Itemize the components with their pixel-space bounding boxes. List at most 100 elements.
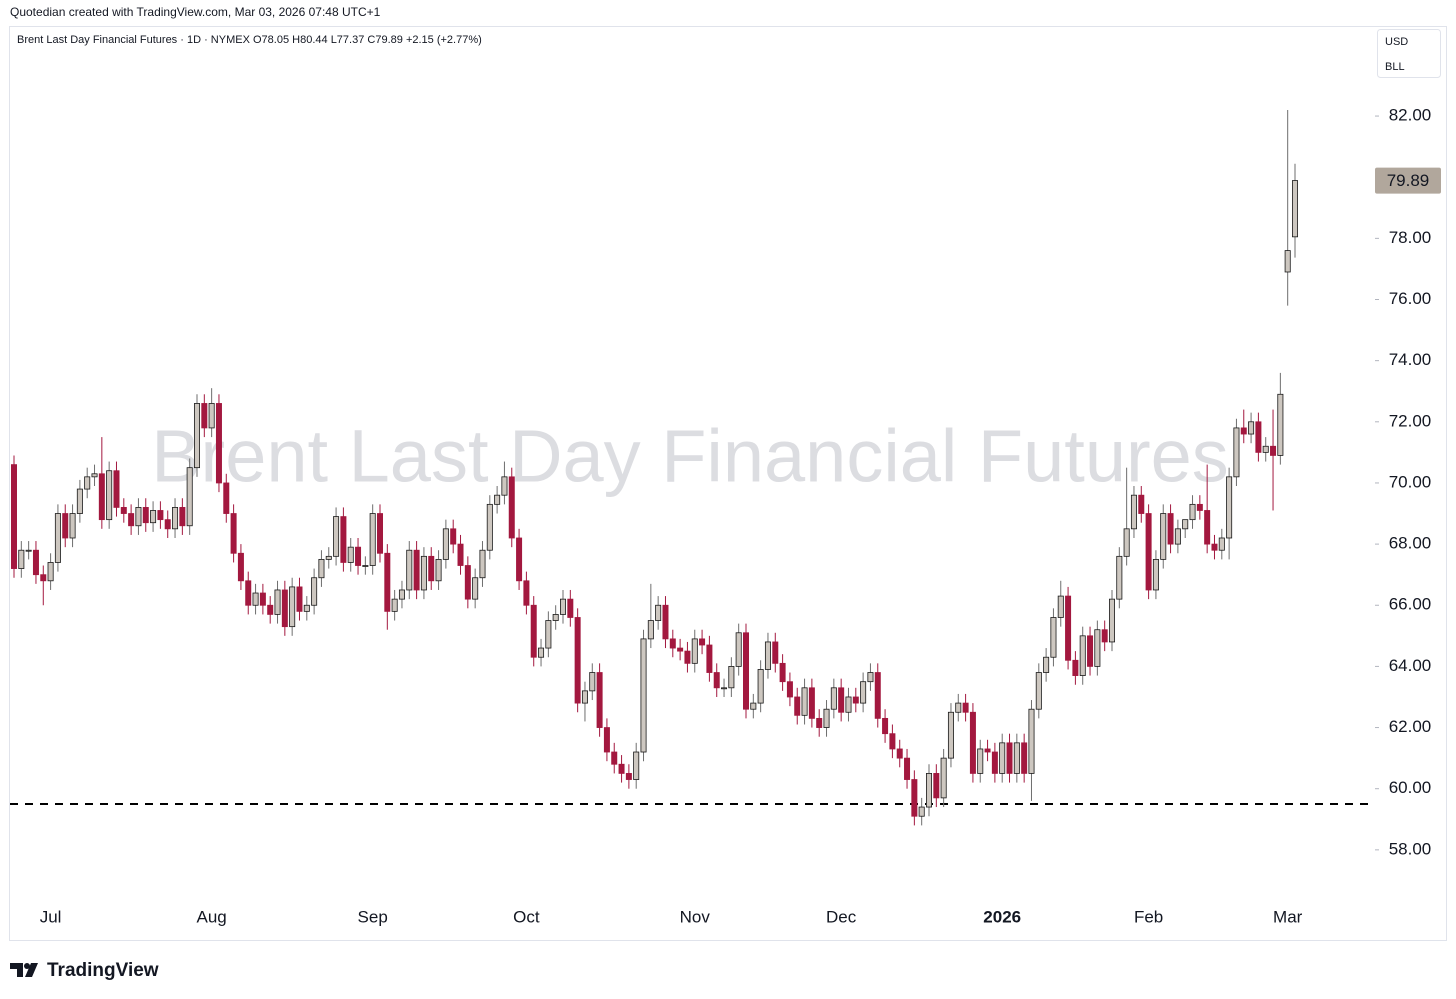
unit[interactable]: BLL [1385, 61, 1405, 73]
candle-body [655, 604, 662, 621]
candle-body [318, 558, 325, 579]
candle-body [40, 574, 47, 582]
candle-body [1182, 519, 1189, 530]
candle-body [779, 662, 786, 683]
candle-body [201, 403, 208, 429]
candle-body [1021, 742, 1028, 774]
candle-body [1123, 528, 1130, 557]
watermark: Brent Last Day Financial Futures [151, 415, 1229, 498]
candle-body [157, 510, 164, 521]
x-tick-label: Mar [1273, 907, 1303, 926]
chart-frame [9, 26, 1447, 941]
candle-body [947, 711, 954, 759]
candle-body [25, 549, 32, 552]
candle-body [230, 513, 237, 554]
candle-body [1218, 537, 1225, 551]
x-tick-label: Oct [513, 907, 540, 926]
candle-body [1138, 494, 1145, 514]
candle-body [1079, 635, 1086, 676]
x-tick-label: Feb [1134, 907, 1163, 926]
logo-dot [24, 963, 30, 969]
candle-body [757, 669, 764, 704]
candle-body [18, 549, 25, 569]
candle-body [764, 641, 771, 670]
candle-body [772, 641, 779, 664]
candle-body [728, 666, 735, 689]
x-tick-label: Dec [826, 907, 857, 926]
candle-body [355, 546, 362, 566]
candle-body [442, 528, 449, 560]
candle-body [1043, 656, 1050, 673]
logo-text: TradingView [47, 960, 159, 981]
candle-body [567, 598, 574, 618]
candle-body [596, 672, 603, 728]
y-tick-label: 74.00 [1389, 350, 1432, 369]
currency-box[interactable] [1377, 29, 1441, 78]
candle-body [625, 773, 632, 780]
candle-body [1277, 393, 1284, 456]
candle-body [479, 549, 486, 579]
candle-body [142, 507, 149, 524]
candle-body [1233, 427, 1240, 478]
candle-body [435, 558, 442, 582]
candle-body [464, 565, 471, 600]
candle-body [516, 537, 523, 582]
candle-body [333, 516, 340, 557]
candle-body [882, 717, 889, 735]
candle-body [940, 757, 947, 799]
candle-body [120, 507, 127, 514]
candle-body [603, 727, 610, 753]
candle-body [1013, 742, 1020, 774]
candle-body [640, 638, 647, 753]
currency[interactable]: USD [1385, 36, 1408, 48]
candle-body [150, 510, 157, 524]
y-tick-label: 64.00 [1389, 656, 1432, 675]
candle-body [76, 488, 83, 514]
candle-body [1189, 503, 1196, 521]
candle-body [969, 711, 976, 774]
candle-body [1035, 672, 1042, 710]
candle-body [889, 733, 896, 750]
candle-body [69, 513, 76, 539]
candle-body [113, 470, 120, 508]
candle-body [215, 403, 222, 484]
candle-body [391, 598, 398, 612]
candle-body [560, 598, 567, 615]
candle-body [896, 748, 903, 759]
candle-body [32, 549, 39, 576]
candle-body [706, 644, 713, 673]
candle-body [581, 690, 588, 704]
candle-body [54, 513, 61, 563]
candle-body [611, 751, 618, 765]
candle-body [1211, 543, 1218, 551]
candle-body [1094, 629, 1101, 667]
candle-body [362, 565, 369, 567]
candle-body [699, 638, 706, 646]
candle-body [801, 687, 808, 716]
candle-body [494, 494, 501, 505]
logo[interactable]: TradingView [10, 960, 159, 981]
candle-body [523, 580, 530, 606]
candle-body [179, 507, 186, 527]
candle-body [384, 552, 391, 612]
candle-body [472, 577, 479, 600]
candle-body [662, 604, 669, 640]
candle-body [538, 647, 545, 658]
candle-body [823, 708, 830, 728]
candle-body [926, 773, 933, 808]
candle-body [486, 503, 493, 551]
legend-open: O78.05 [253, 34, 289, 46]
candle-body [852, 696, 859, 704]
legend-change: +2.15 (+2.77%) [406, 34, 482, 46]
x-tick-label: Jul [40, 907, 62, 926]
candle-body [1065, 595, 1072, 661]
candle-body [186, 467, 193, 527]
candle-body [874, 672, 881, 719]
candle-body [347, 546, 354, 563]
candle-body [721, 687, 728, 690]
candle-body [1145, 513, 1152, 591]
candle-body [128, 513, 135, 527]
candle-body [1248, 421, 1255, 435]
